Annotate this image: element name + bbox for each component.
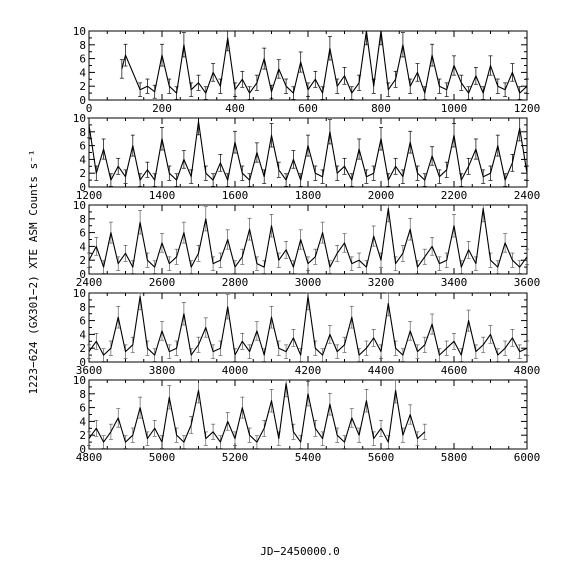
y-tick-label: 10 [73,199,86,212]
y-tick-label: 0 [79,443,86,456]
y-tick-label: 0 [79,181,86,194]
y-tick-label: 8 [79,388,86,401]
y-tick-label: 2 [79,342,86,355]
y-tick-label: 6 [79,53,86,66]
flux-series-line [88,382,426,443]
x-tick-label: 1200 [76,189,103,202]
x-tick-label: 2200 [441,189,468,202]
x-tick-label: 3400 [441,276,468,289]
y-tick-label: 0 [79,356,86,369]
y-tick-label: 10 [73,112,86,125]
x-tick-label: 1400 [149,189,176,202]
y-tick-label: 2 [79,254,86,267]
x-tick-label: 3600 [76,364,103,377]
y-tick-label: 2 [79,429,86,442]
y-tick-label: 0 [79,268,86,281]
y-tick-label: 4 [79,415,86,428]
x-axis-title: JD−2450000.0 [260,545,339,558]
x-tick-label: 4800 [514,364,541,377]
x-tick-label: 200 [152,102,172,115]
x-tick-label: 2600 [149,276,176,289]
y-tick-label: 10 [73,374,86,387]
x-tick-label: 2800 [222,276,249,289]
y-tick-label: 4 [79,153,86,166]
y-tick-label: 6 [79,140,86,153]
x-tick-label: 2400 [514,189,541,202]
x-tick-label: 800 [371,102,391,115]
x-tick-label: 5200 [222,451,249,464]
y-tick-label: 10 [73,25,86,38]
x-tick-label: 4200 [295,364,322,377]
x-tick-label: 1800 [295,189,322,202]
y-axis-title: 1223−624 (GX301−2) XTE ASM Counts s⁻¹ [27,149,40,394]
x-tick-label: 2000 [368,189,395,202]
x-tick-label: 6000 [514,451,541,464]
y-tick-label: 0 [79,94,86,107]
flux-series-line [88,295,528,356]
x-tick-label: 4000 [222,364,249,377]
x-tick-label: 4600 [441,364,468,377]
x-tick-label: 5800 [441,451,468,464]
x-tick-label: 5400 [295,451,322,464]
y-tick-label: 8 [79,126,86,139]
x-tick-label: 4800 [76,451,103,464]
x-tick-label: 2400 [76,276,103,289]
x-tick-label: 5000 [149,451,176,464]
y-tick-label: 6 [79,315,86,328]
x-tick-label: 1600 [222,189,249,202]
y-tick-label: 2 [79,80,86,93]
x-tick-label: 3000 [295,276,322,289]
y-tick-label: 8 [79,39,86,52]
flux-series-line [88,120,528,181]
y-tick-label: 8 [79,213,86,226]
y-tick-label: 6 [79,402,86,415]
flux-series-line [88,207,528,268]
x-tick-label: 0 [86,102,93,115]
x-tick-label: 600 [298,102,318,115]
y-tick-label: 6 [79,227,86,240]
x-tick-label: 5600 [368,451,395,464]
x-tick-label: 3200 [368,276,395,289]
y-tick-label: 4 [79,66,86,79]
x-tick-label: 1200 [514,102,541,115]
x-tick-label: 3800 [149,364,176,377]
y-tick-label: 8 [79,301,86,314]
x-tick-label: 400 [225,102,245,115]
x-tick-label: 3600 [514,276,541,289]
y-tick-label: 2 [79,167,86,180]
y-tick-label: 4 [79,328,86,341]
x-tick-label: 4400 [368,364,395,377]
x-tick-label: 1000 [441,102,468,115]
y-tick-label: 10 [73,287,86,300]
flux-series-line [121,30,528,94]
y-tick-label: 4 [79,240,86,253]
